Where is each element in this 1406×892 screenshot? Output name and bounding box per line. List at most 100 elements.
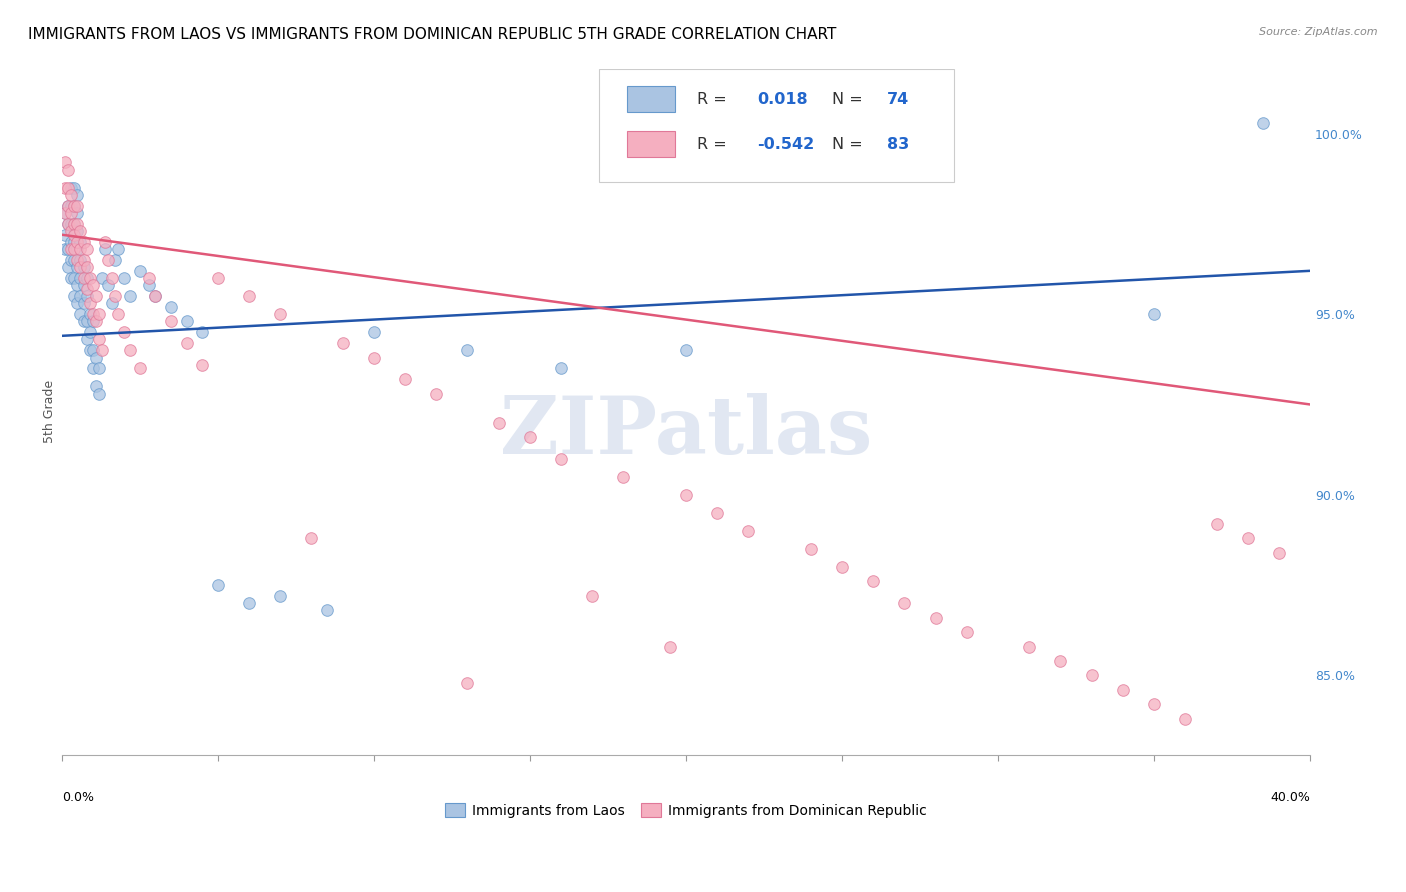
Legend: Immigrants from Laos, Immigrants from Dominican Republic: Immigrants from Laos, Immigrants from Do…: [440, 798, 932, 823]
Point: [69, 271, 91, 285]
Point: [72, 235, 94, 249]
Text: 0.018: 0.018: [756, 92, 807, 107]
Point: [143, 289, 166, 303]
Point: [66, 242, 89, 256]
Point: [66, 188, 89, 202]
Point: [143, 289, 166, 303]
Point: [659, 640, 682, 654]
Point: [160, 314, 183, 328]
Point: [53, 227, 76, 242]
Point: [316, 603, 339, 617]
Text: R =: R =: [697, 92, 733, 107]
Point: [63, 271, 86, 285]
Point: [100, 271, 122, 285]
Point: [89, 386, 111, 401]
Point: [76, 242, 98, 256]
Point: [138, 271, 160, 285]
Point: [82, 361, 104, 376]
Point: [63, 252, 86, 267]
Point: [893, 596, 915, 610]
Point: [56, 199, 79, 213]
Point: [107, 242, 129, 256]
Point: [79, 343, 101, 358]
Point: [66, 260, 89, 275]
Point: [63, 227, 86, 242]
Point: [956, 625, 979, 640]
Point: [299, 531, 322, 545]
Point: [56, 162, 79, 177]
Point: [107, 307, 129, 321]
Point: [550, 361, 572, 376]
Point: [60, 206, 83, 220]
Point: [60, 235, 83, 249]
Point: [176, 336, 198, 351]
Point: [63, 217, 86, 231]
Point: [104, 289, 127, 303]
Point: [862, 574, 884, 589]
Point: [76, 260, 98, 275]
Point: [238, 289, 260, 303]
Point: [924, 610, 946, 624]
Point: [1143, 698, 1166, 712]
Point: [66, 296, 89, 310]
Point: [82, 278, 104, 293]
Point: [425, 386, 447, 401]
Point: [675, 343, 697, 358]
Point: [94, 242, 117, 256]
Point: [56, 260, 79, 275]
Point: [363, 351, 385, 365]
Point: [53, 155, 76, 169]
Point: [831, 560, 853, 574]
Point: [191, 358, 214, 372]
Point: [60, 252, 83, 267]
Point: [72, 296, 94, 310]
Point: [1174, 712, 1197, 726]
Point: [1018, 640, 1040, 654]
Point: [66, 224, 89, 238]
Point: [53, 180, 76, 194]
Point: [76, 289, 98, 303]
Text: -0.542: -0.542: [756, 136, 814, 152]
Point: [100, 296, 122, 310]
Point: [456, 343, 478, 358]
Point: [1268, 545, 1291, 559]
Point: [69, 260, 91, 275]
Point: [1253, 116, 1275, 130]
Point: [79, 271, 101, 285]
Point: [84, 314, 107, 328]
Point: [1205, 516, 1227, 531]
Text: R =: R =: [697, 136, 733, 152]
Text: 83: 83: [887, 136, 910, 152]
Text: N =: N =: [832, 136, 868, 152]
Point: [1236, 531, 1258, 545]
Point: [66, 235, 89, 249]
Point: [53, 206, 76, 220]
Point: [581, 589, 603, 603]
Text: 74: 74: [887, 92, 910, 107]
Point: [84, 379, 107, 393]
Point: [63, 199, 86, 213]
Point: [238, 596, 260, 610]
FancyBboxPatch shape: [599, 69, 955, 182]
Point: [69, 235, 91, 249]
Point: [128, 361, 150, 376]
Point: [128, 264, 150, 278]
Point: [706, 506, 728, 520]
Point: [207, 271, 229, 285]
Point: [69, 224, 91, 238]
Point: [160, 300, 183, 314]
Point: [72, 271, 94, 285]
Point: [66, 278, 89, 293]
Point: [488, 416, 510, 430]
Point: [112, 271, 135, 285]
Point: [82, 314, 104, 328]
Point: [66, 252, 89, 267]
Text: Source: ZipAtlas.com: Source: ZipAtlas.com: [1260, 27, 1378, 37]
Point: [56, 199, 79, 213]
Point: [207, 578, 229, 592]
Point: [89, 333, 111, 347]
Text: ZIPatlas: ZIPatlas: [499, 393, 872, 471]
Point: [63, 242, 86, 256]
Point: [79, 307, 101, 321]
Point: [63, 289, 86, 303]
